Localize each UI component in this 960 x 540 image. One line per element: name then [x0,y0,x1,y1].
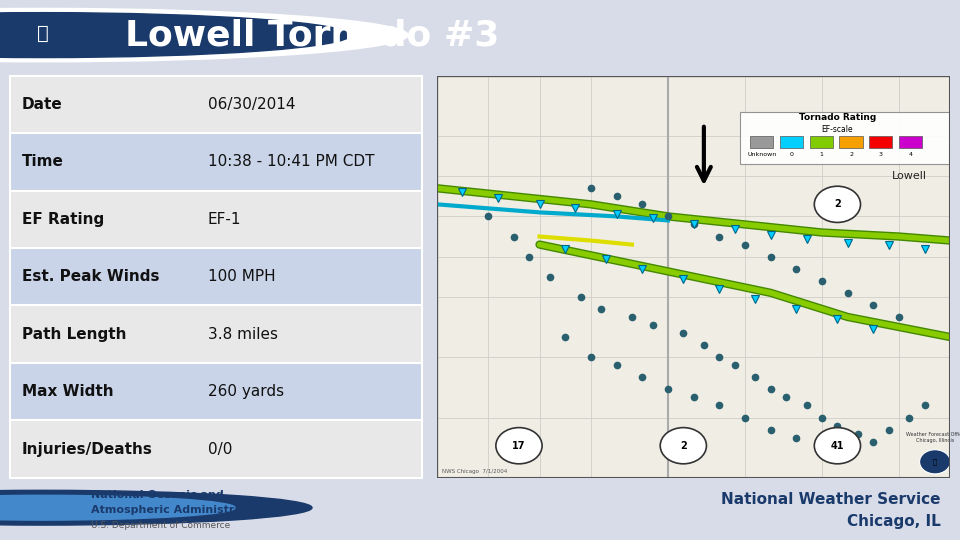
Text: 41: 41 [830,441,844,451]
Text: Lowell: Lowell [892,171,926,181]
Text: 2: 2 [834,199,841,210]
Text: 17: 17 [513,441,526,451]
Text: 🌀: 🌀 [37,24,49,43]
Bar [869,136,893,148]
Text: 100 MPH: 100 MPH [207,269,276,284]
Text: 2: 2 [849,152,853,157]
Bar [899,136,923,148]
Circle shape [660,428,707,464]
Text: EF Rating: EF Rating [22,212,105,227]
FancyBboxPatch shape [10,133,422,191]
Bar [809,136,832,148]
Text: 4: 4 [908,152,913,157]
FancyBboxPatch shape [10,191,422,248]
Text: 🌀: 🌀 [933,458,937,465]
Circle shape [0,490,312,525]
Text: NWS Chicago  7/1/2004: NWS Chicago 7/1/2004 [442,469,507,474]
Text: Injuries/Deaths: Injuries/Deaths [22,442,153,457]
Text: 3.8 miles: 3.8 miles [207,327,277,342]
Text: Weather Forecast Office
Chicago, Illinois: Weather Forecast Office Chicago, Illinoi… [905,432,960,443]
Text: Time: Time [22,154,64,170]
Text: 2: 2 [680,441,686,451]
Text: Tornado Rating: Tornado Rating [799,113,876,123]
Text: 3: 3 [878,152,883,157]
Bar [839,136,863,148]
FancyBboxPatch shape [10,76,422,133]
Text: EF-scale: EF-scale [822,125,853,134]
Bar [780,136,803,148]
Text: 0/0: 0/0 [207,442,232,457]
Text: National Oceanic and: National Oceanic and [91,490,224,500]
Circle shape [920,450,950,474]
FancyBboxPatch shape [10,306,422,363]
FancyBboxPatch shape [10,363,422,421]
FancyBboxPatch shape [10,421,422,478]
Text: U.S. Department of Commerce: U.S. Department of Commerce [91,521,230,530]
Text: Date: Date [22,97,62,112]
FancyBboxPatch shape [740,112,955,164]
Text: 260 yards: 260 yards [207,384,284,399]
Text: National Weather Service: National Weather Service [721,492,941,507]
Text: EF-1: EF-1 [207,212,241,227]
FancyBboxPatch shape [10,248,422,306]
Circle shape [496,428,542,464]
Circle shape [0,12,350,58]
Text: 0: 0 [789,152,793,157]
Circle shape [0,9,408,62]
Circle shape [814,428,860,464]
Text: 06/30/2014: 06/30/2014 [207,97,296,112]
Text: Est. Peak Winds: Est. Peak Winds [22,269,159,284]
Circle shape [814,186,860,222]
Text: Unknown: Unknown [747,152,777,157]
Circle shape [0,495,235,520]
Bar [750,136,773,148]
Text: 10:38 - 10:41 PM CDT: 10:38 - 10:41 PM CDT [207,154,374,170]
Text: Atmospheric Administration: Atmospheric Administration [91,505,267,515]
Text: Max Width: Max Width [22,384,113,399]
Text: Path Length: Path Length [22,327,127,342]
Text: Chicago, IL: Chicago, IL [847,514,941,529]
Text: 1: 1 [819,152,823,157]
Text: Lowell Tornado #3: Lowell Tornado #3 [125,18,499,52]
